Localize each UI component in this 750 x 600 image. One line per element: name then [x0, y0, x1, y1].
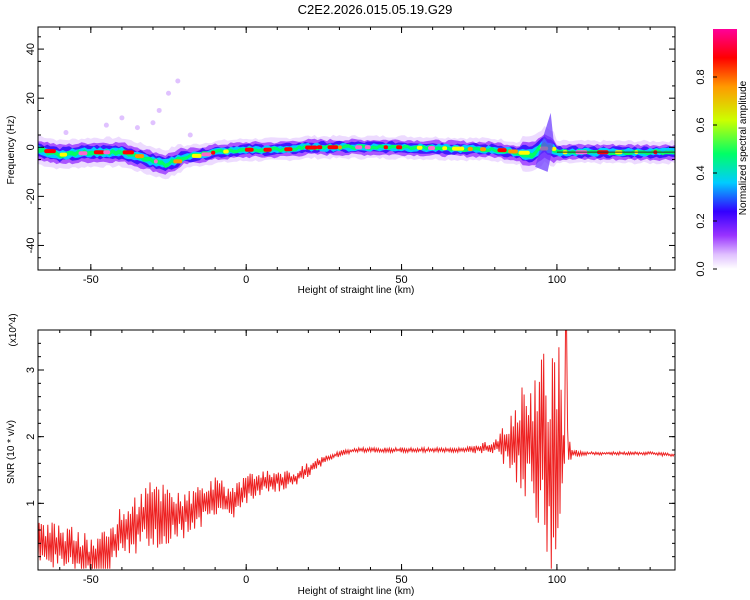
spectrogram-outlier [187, 132, 193, 138]
spectrogram-hotspot [338, 145, 342, 150]
spectrogram-hotspot [191, 153, 202, 158]
spectrogram-ylabel: Frequency (Hz) [6, 116, 17, 185]
spectrogram-hotspot [497, 148, 507, 153]
snr-xtick-label: 0 [243, 574, 249, 586]
spectrogram-heatmap [38, 78, 675, 180]
colorbar-ticks: 0.0 0.2 0.4 0.6 0.8 [695, 69, 717, 277]
spectrogram-hotspot [223, 149, 229, 154]
spectrogram-hotspot [244, 147, 254, 152]
snr-ytick-label: 3 [25, 367, 37, 373]
page-title: C2E2.2026.015.05.19.G29 [297, 2, 453, 17]
snr-ylabel: SNR (10 * v/v) [6, 420, 17, 484]
snr-xtick-label: -50 [83, 574, 99, 586]
snr-xlabel: Height of straight line (km) [298, 586, 415, 597]
snr-series-line [38, 330, 675, 569]
colorbar: 0.0 0.2 0.4 0.6 0.8 Normalized spectral ampl… [695, 29, 749, 277]
spectrogram-hotspot [153, 159, 158, 164]
spectrogram-hotspot [355, 145, 363, 150]
spectrogram-hotspot [201, 152, 212, 157]
spectrogram-hotspot [428, 146, 436, 150]
spectrogram-outlier [63, 130, 69, 136]
spectrogram-outlier [119, 115, 125, 121]
spectrogram-outlier [103, 122, 109, 128]
spectrogram-outlier [134, 125, 140, 131]
spectrogram-hotspot [452, 146, 465, 151]
spectrogram-hotspot [480, 147, 486, 152]
colorbar-tick-label: 0.6 [695, 117, 707, 132]
spectrogram-ytick-label: -20 [25, 188, 37, 204]
spectrogram-ytick-label: 40 [25, 43, 37, 55]
spectrogram-hotspot [122, 150, 134, 155]
spectrogram-ytick-label: 20 [25, 92, 37, 104]
spectrogram-ytick-label: -40 [25, 238, 37, 254]
colorbar-tick-label: 0.2 [695, 213, 707, 228]
spectrogram-ticks: -50 0 50 100 -40 -20 0 20 40 [25, 27, 675, 286]
spectrogram-ytick-label: 0 [25, 144, 37, 150]
spectrogram-hotspot [135, 154, 145, 159]
spectrogram-hotspot [467, 147, 473, 151]
spectrogram-hotspot [383, 145, 388, 150]
spectrogram-hotspot [44, 149, 56, 154]
spectrogram-hotspot [518, 150, 530, 155]
spectrogram-hotspot [59, 152, 68, 157]
spectrogram-panel: -50 0 50 100 -40 -20 0 20 40 Height of straight … [6, 26, 676, 296]
spectrogram-hotspot [305, 145, 318, 150]
spectrogram-hotspot [103, 150, 111, 155]
snr-ytick-label: 1 [25, 500, 37, 506]
spectrogram-hotspot [442, 146, 448, 151]
snr-y-multiplier: (x10^4) [8, 313, 19, 346]
colorbar-label: Normalized spectral amplitude [738, 80, 749, 215]
spectrogram-xtick-label: 100 [548, 274, 566, 286]
spectrogram-outlier [166, 90, 172, 96]
colorbar-tick-label: 0.8 [695, 69, 707, 84]
spectrogram-outlier [175, 78, 181, 84]
spectrogram-hotspot [211, 150, 216, 155]
spectrogram-hotspot [93, 150, 105, 155]
snr-panel: -50 0 50 100 1 2 3 Height of straight line (km… [6, 313, 676, 597]
spectrogram-hotspot [416, 145, 423, 150]
spectrogram-outlier [150, 120, 156, 126]
colorbar-gradient [713, 29, 737, 269]
snr-ytick-label: 2 [25, 434, 37, 440]
spectrogram-xtick-label: 50 [395, 274, 407, 286]
spectrogram-xlabel: Height of straight line (km) [298, 285, 415, 296]
snr-xtick-label: 100 [548, 574, 566, 586]
spectrogram-xtick-label: 0 [243, 274, 249, 286]
spectrogram-hotspot [316, 145, 323, 150]
spectrogram-hotspot [327, 145, 339, 150]
snr-ticks: -50 0 50 100 1 2 3 [25, 330, 675, 586]
spectrogram-hotspot [364, 145, 371, 150]
snr-xtick-label: 50 [395, 574, 407, 586]
spectrogram-xtick-label: -50 [83, 274, 99, 286]
spectrogram-hotspot [173, 159, 183, 164]
spectrogram-frame [37, 26, 676, 271]
spectrogram-outlier [156, 107, 162, 113]
spectrogram-hotspot [78, 151, 88, 156]
spectrogram-hotspot [396, 145, 403, 150]
spectrogram-hotspot [263, 147, 272, 152]
spectrogram-hotspot [508, 149, 518, 154]
colorbar-tick-label: 0.4 [695, 165, 707, 180]
spectrogram-hotspot [551, 146, 557, 151]
spectrogram-spike [535, 112, 554, 172]
colorbar-tick-label: 0.0 [695, 261, 707, 276]
spectrogram-hotspot [284, 147, 293, 152]
